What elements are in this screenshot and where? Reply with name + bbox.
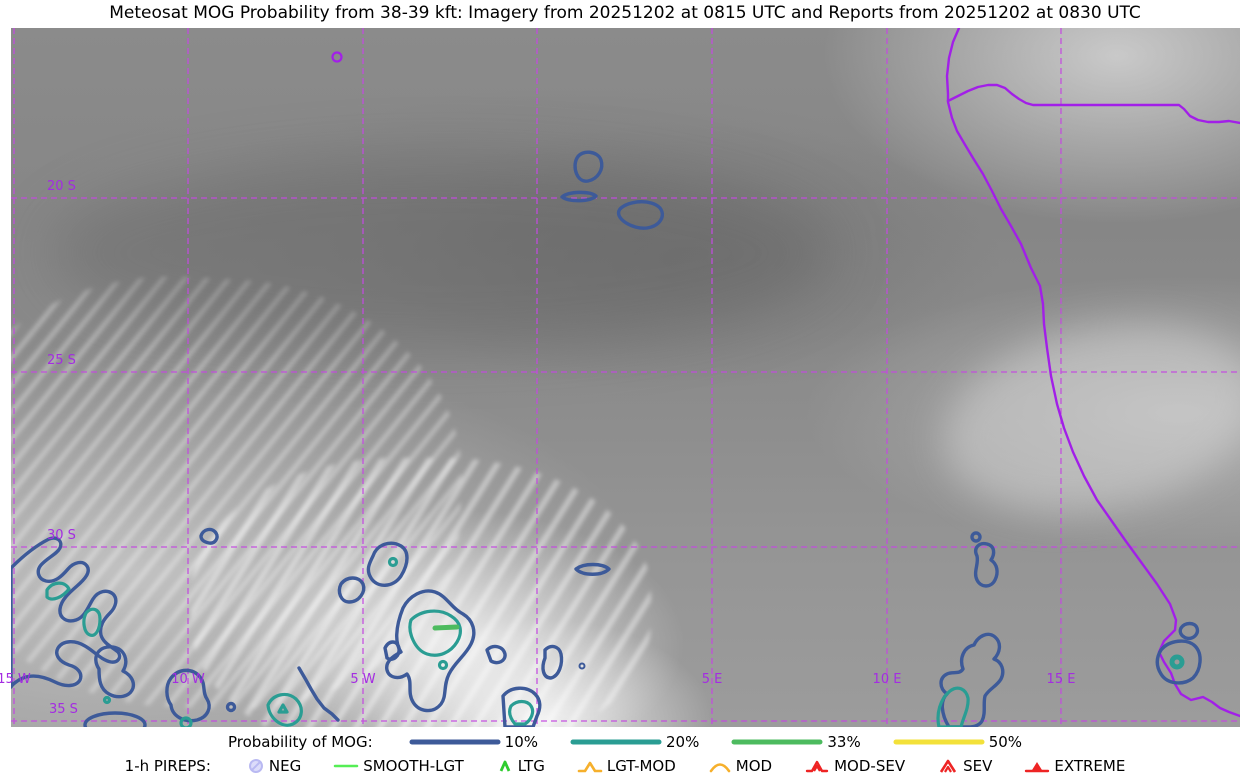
grid-lines	[11, 28, 1240, 727]
pireps-legend-label: 1-h PIREPS:	[124, 756, 211, 775]
page-title: Meteosat MOG Probability from 38-39 kft:…	[109, 3, 1141, 23]
hump-icon	[709, 762, 731, 772]
prob-contour-33	[432, 624, 460, 631]
mog-legend-item-20: 20%	[570, 733, 699, 751]
lon-label: 15 W	[0, 672, 31, 687]
mog-legend-item-label: 20%	[666, 732, 700, 751]
pirep-item-label: LTG	[517, 756, 545, 775]
satellite-map: 20 S 25 S 30 S 35 S	[11, 28, 1240, 727]
prob-contour-20	[45, 556, 1185, 727]
mog-legend-row: Probability of MOG: 10% 20% 33% 50%	[228, 730, 1022, 753]
pirep-item-lgt-mod: LGT-MOD	[577, 757, 676, 775]
lat-label: 30 S	[47, 528, 76, 543]
pirep-item-ltg: LTG	[496, 757, 545, 775]
filled-triangle-icon	[1025, 761, 1050, 772]
pirep-item-label: EXTREME	[1054, 756, 1126, 775]
mog-legend-item-50: 50%	[893, 733, 1022, 751]
smooth-line-icon	[333, 764, 359, 767]
pirep-item-label: SEV	[963, 756, 993, 775]
lon-label: 15 E	[1046, 672, 1076, 687]
triangle-on-line-icon	[577, 761, 603, 772]
pireps-legend-row: 1-h PIREPS: NEG SMOOTH-LGT LTG	[125, 754, 1126, 777]
pirep-item-label: SMOOTH-LGT	[363, 756, 464, 775]
pirep-item-sev: SEV	[937, 757, 992, 775]
coastline-path	[945, 28, 1240, 718]
mog-legend-item-label: 50%	[988, 732, 1023, 751]
pirep-item-label: LGT-MOD	[606, 756, 676, 775]
caret-icon	[499, 760, 511, 772]
lon-label: 10 W	[171, 672, 205, 687]
lat-label: 35 S	[49, 702, 78, 717]
mog-legend-item-label: 10%	[504, 732, 539, 751]
country-border-path	[946, 83, 1240, 125]
lon-label: 5 E	[701, 672, 723, 687]
pirep-item-mod: MOD	[708, 757, 772, 775]
pirep-item-label: MOD-SEV	[834, 756, 906, 775]
prob-contour-10	[11, 150, 1202, 727]
mog-legend-label: Probability of MOG:	[227, 732, 373, 751]
neg-report-marker	[331, 51, 343, 63]
peaked-house-icon	[805, 760, 829, 772]
legend: Probability of MOG: 10% 20% 33% 50%	[0, 730, 1250, 777]
pirep-item-smooth-lgt: SMOOTH-LGT	[333, 757, 464, 775]
map-overlay	[11, 28, 1240, 727]
pirep-item-extreme: EXTREME	[1024, 757, 1125, 775]
coastline	[331, 28, 1240, 718]
lat-label: 20 S	[47, 179, 76, 194]
pirep-item-label: NEG	[268, 756, 302, 775]
lon-label: 5 W	[350, 672, 376, 687]
prob50-line-swatch	[893, 739, 985, 744]
lon-label: 10 E	[872, 672, 902, 687]
double-caret-icon	[939, 759, 957, 773]
mog-legend-item-10: 10%	[409, 733, 538, 751]
pirep-item-neg: NEG	[247, 757, 301, 775]
prob10-line-swatch	[409, 739, 501, 744]
mog-legend-item-label: 33%	[827, 732, 861, 751]
prob33-line-swatch	[731, 739, 823, 744]
prob20-line-swatch	[570, 739, 662, 744]
lat-label: 25 S	[47, 353, 76, 368]
pirep-item-label: MOD	[735, 756, 773, 775]
pirep-item-mod-sev: MOD-SEV	[804, 757, 905, 775]
mog-legend-item-33: 33%	[731, 732, 861, 751]
neg-icon	[248, 758, 263, 773]
